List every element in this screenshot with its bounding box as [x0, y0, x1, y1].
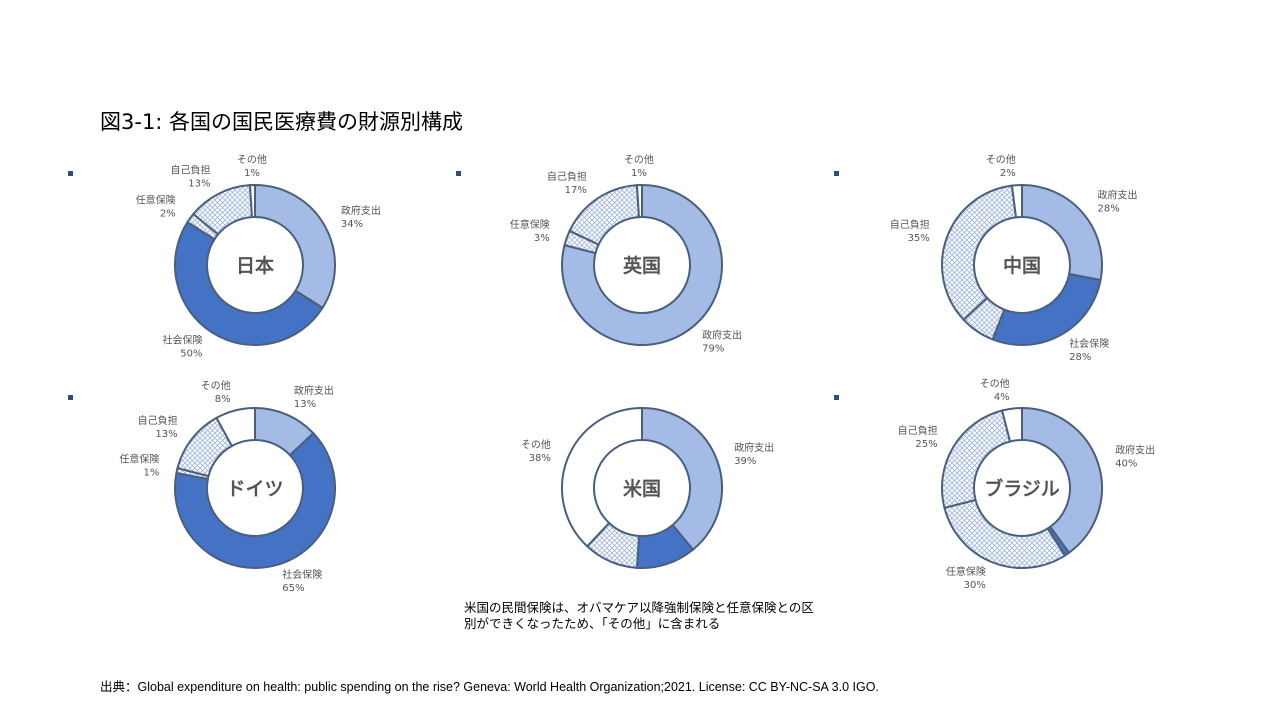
donut-chart-usa: 政府支出 39% その他 38% 米国	[447, 383, 837, 603]
data-label-government: 政府支出 28%	[1098, 189, 1138, 215]
data-label-social-insurance: 社会保険 50%	[163, 334, 203, 360]
slice-government	[1021, 406, 1103, 555]
data-label-other: その他 1%	[624, 153, 654, 179]
data-label-voluntary-insurance: 任意保険 2%	[136, 193, 176, 219]
data-label-other: その他 8%	[201, 379, 231, 405]
donut-chart-uk: 政府支出 79% 任意保険 3% 自己負担 17% その他 1% 英国	[447, 153, 837, 380]
donut-svg-uk: 政府支出 79% 任意保険 3% 自己負担 17% その他 1% 英国	[510, 153, 742, 354]
data-label-other: その他 1%	[237, 153, 267, 179]
slice-social-insurance	[174, 220, 324, 346]
footnote-line-2: 別ができくなったため、「その他」に含まれる	[464, 616, 721, 631]
data-label-voluntary-insurance: 任意保険 1%	[119, 453, 159, 479]
country-label: 日本	[236, 254, 274, 277]
data-label-out-of-pocket: 自己負担 13%	[138, 414, 178, 440]
data-label-out-of-pocket: 自己負担 13%	[171, 164, 211, 190]
slice-government	[641, 406, 723, 552]
country-label: 英国	[623, 254, 661, 277]
data-label-government: 政府支出 13%	[294, 384, 334, 410]
donut-svg-germany: 政府支出 13% 社会保険 65% 任意保険 1% 自己負担 13% その他 8% ドイツ	[119, 379, 336, 594]
data-label-other: その他 4%	[980, 377, 1010, 403]
source-citation: 出典：Global expenditure on health: public …	[100, 680, 879, 694]
donut-svg-usa: 政府支出 39% その他 38% 米国	[521, 406, 774, 569]
data-label-government: 政府支出 40%	[1115, 444, 1155, 470]
slice-other	[248, 183, 256, 219]
corner-marker-3	[834, 171, 839, 176]
data-label-government: 政府支出 79%	[702, 328, 742, 354]
slice-social-insurance	[174, 431, 336, 569]
slice-other	[1010, 183, 1023, 219]
corner-marker-1	[68, 171, 73, 176]
country-label: 米国	[623, 477, 661, 500]
country-label: ドイツ	[226, 478, 283, 500]
data-label-out-of-pocket: 自己負担 35%	[890, 218, 930, 244]
footnote-line-1: 米国の民間保険は、オバマケア以降強制保険と任意保険との区	[464, 600, 814, 615]
country-label: ブラジル	[984, 477, 1060, 500]
slice-government	[254, 183, 336, 310]
slice-other	[1000, 406, 1023, 443]
data-label-social-insurance: 社会保険 65%	[282, 568, 322, 594]
data-label-government: 政府支出 34%	[341, 204, 381, 230]
donut-chart-japan: 政府支出 34% 社会保険 50% 任意保険 2% 自己負担 13% その他 1% 日本	[60, 153, 450, 380]
data-label-other: その他 38%	[521, 438, 551, 464]
data-label-out-of-pocket: 自己負担 25%	[898, 424, 938, 450]
data-label-out-of-pocket: 自己負担 17%	[547, 170, 587, 196]
footnote: 米国の民間保険は、オバマケア以降強制保険と任意保険との区 別ができくなったため、…	[464, 600, 844, 632]
data-label-voluntary-insurance: 任意保険 30%	[946, 565, 986, 591]
donut-chart-brazil: 政府支出 40% 任意保険 30% 自己負担 25% その他 4% ブラジル	[827, 377, 1217, 603]
page-title: 図3-1: 各国の国民医療費の財源別構成	[100, 110, 464, 134]
slice-voluntary-insurance	[943, 498, 1067, 569]
donut-svg-china: 政府支出 28% 社会保険 28% 自己負担 35% その他 2% 中国	[890, 153, 1138, 363]
data-label-voluntary-insurance: 任意保険 3%	[510, 218, 550, 244]
corner-marker-2	[456, 171, 461, 176]
donut-chart-china: 政府支出 28% 社会保険 28% 自己負担 35% その他 2% 中国	[827, 153, 1217, 380]
slice-other	[635, 183, 643, 219]
data-label-government: 政府支出 39%	[734, 441, 774, 467]
slice-other	[215, 406, 256, 448]
corner-marker-5	[834, 395, 839, 400]
corner-marker-4	[68, 395, 73, 400]
donut-svg-brazil: 政府支出 40% 任意保険 30% 自己負担 25% その他 4% ブラジル	[898, 377, 1156, 591]
slice-social-insurance	[991, 272, 1102, 346]
country-label: 中国	[1003, 254, 1041, 277]
donut-svg-japan: 政府支出 34% 社会保険 50% 任意保険 2% 自己負担 13% その他 1% 日本	[136, 153, 381, 360]
slice-other	[561, 406, 643, 548]
data-label-social-insurance: 社会保険 28%	[1069, 337, 1109, 363]
slice-government	[561, 183, 723, 346]
data-label-other: その他 2%	[986, 153, 1016, 179]
donut-chart-germany: 政府支出 13% 社会保険 65% 任意保険 1% 自己負担 13% その他 8% ドイツ	[60, 379, 450, 603]
slice-out-of-pocket	[941, 184, 1018, 322]
